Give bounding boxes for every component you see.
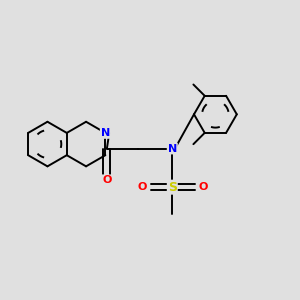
- Text: O: O: [102, 175, 112, 185]
- Text: N: N: [101, 128, 110, 138]
- Text: O: O: [138, 182, 147, 192]
- Text: N: N: [168, 143, 177, 154]
- Text: O: O: [199, 182, 208, 192]
- Text: S: S: [168, 181, 177, 194]
